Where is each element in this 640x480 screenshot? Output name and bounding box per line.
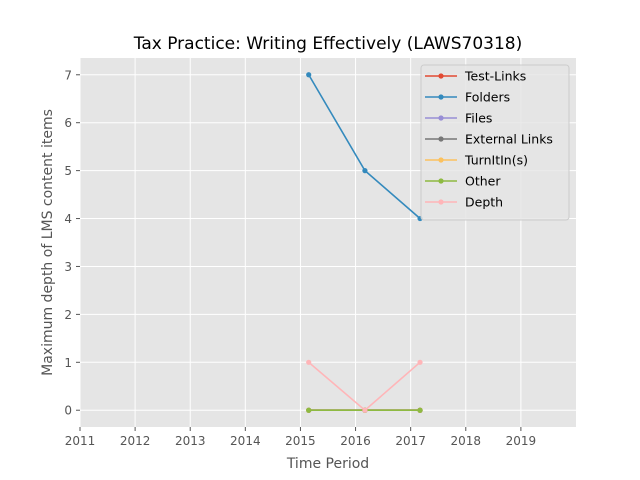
data-point-other [306,407,312,413]
x-tick-label: 2017 [395,434,426,448]
legend-label-files: Files [465,111,492,126]
y-tick-label: 4 [64,212,72,226]
legend-label-depth: Depth [465,195,503,210]
legend-label-turnitin-s: TurnItIn(s) [464,153,528,168]
x-axis-label: Time Period [286,456,369,472]
x-tick-label: 2016 [340,434,371,448]
x-tick-label: 2018 [451,434,482,448]
legend-label-folders: Folders [465,90,510,105]
chart-title: Tax Practice: Writing Effectively (LAWS7… [133,34,522,54]
data-point-folders [306,72,312,78]
data-point-depth [306,359,312,365]
legend: Test-Links Folders Files External Links Turn… [420,64,570,221]
legend-label-other: Other [465,174,501,189]
x-tick-label: 2012 [120,434,151,448]
y-tick-label: 7 [64,68,72,82]
x-ticks: 2011 2012 2013 2014 2015 2016 2017 2018 2019 [65,427,536,448]
legend-marker-test-links [438,73,444,79]
y-tick-label: 0 [64,404,72,418]
legend-marker-folders [438,94,444,100]
data-point-folders [362,168,368,174]
x-tick-label: 2015 [285,434,316,448]
x-tick-label: 2014 [230,434,261,448]
legend-marker-other [438,178,444,184]
legend-marker-depth [438,199,444,205]
legend-label-external-links: External Links [465,132,553,147]
legend-box [420,64,570,221]
y-axis-label: Maximum depth of LMS content items [40,109,56,376]
legend-marker-files [438,115,444,121]
x-tick-label: 2019 [506,434,537,448]
y-tick-label: 2 [64,308,72,322]
y-ticks: 0 1 2 3 4 5 6 7 [64,68,80,418]
data-point-depth [417,359,423,365]
legend-marker-external-links [438,136,444,142]
x-tick-label: 2013 [175,434,206,448]
legend-marker-turnitin-s [438,157,444,163]
y-tick-label: 6 [64,116,72,130]
y-tick-label: 5 [64,164,72,178]
data-point-depth [362,407,368,413]
series-lines [306,72,423,413]
y-tick-label: 3 [64,260,72,274]
data-point-other [417,407,423,413]
legend-label-test-links: Test-Links [464,69,526,84]
x-tick-label: 2011 [65,434,96,448]
y-tick-label: 1 [64,356,72,370]
